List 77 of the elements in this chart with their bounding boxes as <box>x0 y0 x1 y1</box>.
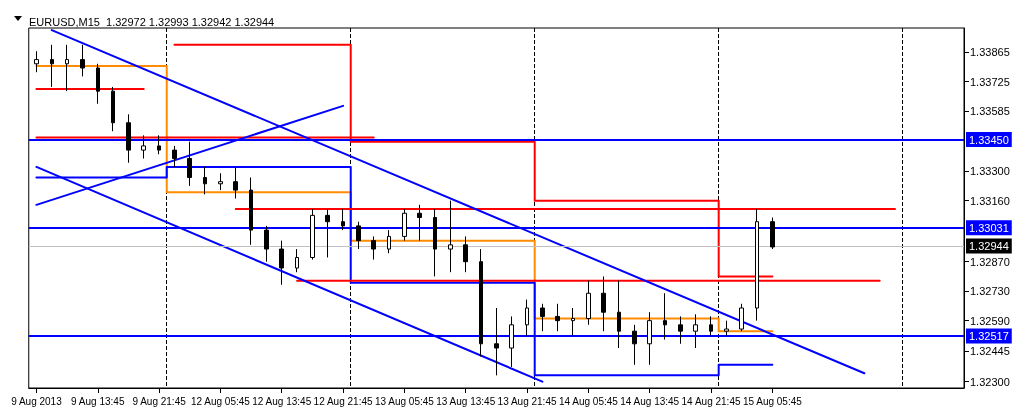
y-tick-label: 1.32870 <box>970 255 1010 268</box>
candlestick <box>141 134 146 160</box>
x-tick-label: 14 Aug 21:45 <box>681 395 741 407</box>
y-tick-label: 1.33865 <box>970 46 1010 59</box>
x-tick-label: 14 Aug 05:45 <box>558 395 619 407</box>
x-tick-label: 13 Aug 13:45 <box>436 395 496 407</box>
y-tick-label: 1.32730 <box>970 285 1010 298</box>
y-tick-label: 1.33585 <box>970 105 1010 118</box>
candlestick <box>448 200 453 273</box>
candlestick <box>295 248 299 273</box>
ref-line-label: 1.33450 <box>969 133 1009 146</box>
x-tick-label: 13 Aug 05:45 <box>374 395 435 407</box>
candlestick <box>663 292 667 341</box>
candlestick <box>739 303 744 332</box>
candlestick <box>402 208 407 242</box>
ref-line-label: 1.32944 <box>969 240 1009 253</box>
candlestick <box>678 315 683 345</box>
candlestick <box>111 86 115 132</box>
candlestick <box>172 145 177 168</box>
candlestick <box>126 113 131 164</box>
y-tick-label: 1.33300 <box>970 165 1010 178</box>
candlestick <box>187 141 192 187</box>
candlestick <box>34 50 39 73</box>
candlestick <box>770 216 775 250</box>
candlestick <box>279 240 284 286</box>
candlestick <box>479 248 483 357</box>
candlestick <box>371 235 376 261</box>
y-tick-label: 1.33160 <box>970 194 1010 207</box>
x-tick-label: 13 Aug 21:45 <box>497 395 557 407</box>
candlestick <box>647 311 652 366</box>
x-tick-label: 9 Aug 13:45 <box>71 395 125 407</box>
candlestick <box>341 208 345 231</box>
chart-title: EURUSD,M15 1.32972 1.32993 1.32942 1.32944 <box>29 15 275 28</box>
candlestick <box>325 208 330 258</box>
candlestick <box>525 299 529 336</box>
candlestick <box>709 315 713 336</box>
x-tick-label: 15 Aug 05:45 <box>742 395 803 407</box>
candlestick <box>50 44 54 88</box>
x-tick-label: 9 Aug 21:45 <box>132 395 187 407</box>
candlestick <box>157 134 161 155</box>
candlestick <box>356 221 361 250</box>
x-tick-label: 12 Aug 13:45 <box>252 395 312 407</box>
x-tick-label: 12 Aug 05:45 <box>190 395 251 407</box>
candlestick <box>233 166 238 200</box>
candlestick <box>80 44 85 77</box>
y-tick-label: 1.32445 <box>970 345 1010 358</box>
ref-line-label: 1.32517 <box>969 330 1009 342</box>
candlestick <box>433 208 437 277</box>
candlestick <box>632 324 637 366</box>
candlestick <box>586 280 591 326</box>
candlestick <box>387 229 391 254</box>
candlestick <box>617 280 621 349</box>
candlestick <box>417 204 422 242</box>
candlestick <box>96 63 100 105</box>
candlestick <box>264 225 269 263</box>
candlestick <box>555 303 560 332</box>
candlestick <box>494 307 499 376</box>
candlestick <box>203 166 207 195</box>
candlestick <box>310 208 315 261</box>
x-tick-label: 14 Aug 13:45 <box>620 395 680 407</box>
candlestick <box>509 315 514 368</box>
candlestick <box>755 208 759 322</box>
candlestick <box>249 176 253 246</box>
candlestick <box>463 235 468 273</box>
candlestick <box>65 44 69 92</box>
candlestick <box>724 320 729 336</box>
y-tick-label: 1.32300 <box>970 375 1010 388</box>
y-tick-label: 1.33725 <box>970 75 1010 88</box>
candlestick <box>218 172 223 191</box>
y-tick-label: 1.32590 <box>970 314 1010 327</box>
candlestick <box>693 313 698 349</box>
candlestick <box>601 275 606 332</box>
x-tick-label: 12 Aug 21:45 <box>313 395 373 407</box>
ref-line-label: 1.33031 <box>969 221 1009 234</box>
x-tick-label: 9 Aug 2013 <box>11 395 63 407</box>
candlestick <box>571 307 575 336</box>
candlestick <box>540 303 545 332</box>
